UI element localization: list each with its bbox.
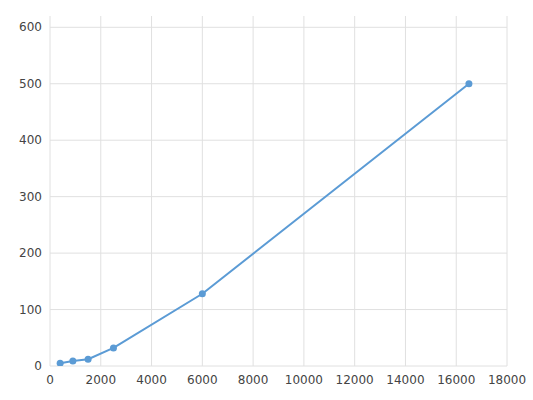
x-grid-line [202,16,203,366]
x-tick-label: 12000 [336,373,374,387]
chart-container: 0200040006000800010000120001400016000180… [0,0,533,400]
data-point [110,344,117,351]
x-tick-label: 18000 [488,373,526,387]
x-grid-line [405,16,406,366]
y-grid-line [50,140,507,141]
x-grid-line [253,16,254,366]
y-tick-label: 100 [19,303,42,317]
data-point [69,357,76,364]
x-tick-label: 8000 [238,373,269,387]
y-grid-line [50,253,507,254]
data-layer [57,80,473,366]
y-grid-line [50,366,507,367]
data-point [57,360,64,366]
x-grid-line [507,16,508,366]
y-grid-line [50,83,507,84]
y-tick-label: 400 [19,133,42,147]
y-tick-label: 0 [34,359,42,373]
data-point [85,356,92,363]
x-grid-line [303,16,304,366]
data-point [465,80,472,87]
x-grid-line [151,16,152,366]
x-tick-label: 0 [46,373,54,387]
tick-labels: 0200040006000800010000120001400016000180… [19,20,526,387]
data-line [60,84,469,363]
x-grid-line [354,16,355,366]
y-grid-line [50,309,507,310]
x-grid-line [456,16,457,366]
x-grid-line [100,16,101,366]
x-tick-label: 10000 [285,373,323,387]
grid [50,16,507,366]
y-grid-line [50,27,507,28]
y-tick-label: 500 [19,77,42,91]
y-tick-label: 200 [19,246,42,260]
x-tick-label: 16000 [437,373,475,387]
x-grid-line [50,16,51,366]
x-tick-label: 4000 [136,373,167,387]
chart-svg: 0200040006000800010000120001400016000180… [0,0,533,400]
y-tick-label: 300 [19,190,42,204]
y-grid-line [50,196,507,197]
x-tick-label: 14000 [386,373,424,387]
x-tick-label: 6000 [187,373,218,387]
y-tick-label: 600 [19,20,42,34]
data-point [199,290,206,297]
background [0,0,533,400]
x-tick-label: 2000 [86,373,117,387]
